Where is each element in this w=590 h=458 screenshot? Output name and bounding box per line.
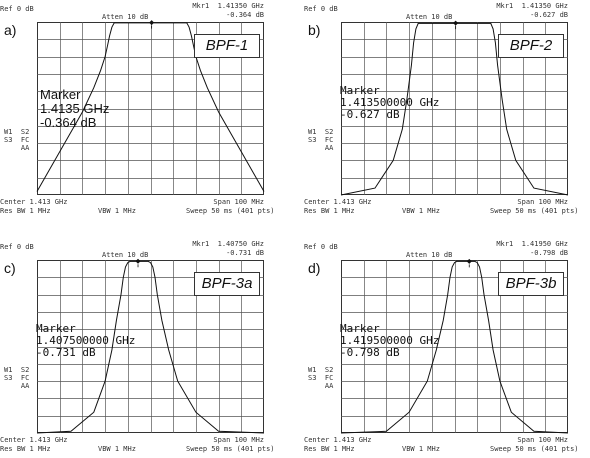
ref-level-label: Ref 0 dB [0,5,34,13]
marker-annotation-line: 1.413500000 GHz [340,96,440,109]
marker-annotation-line: -0.364 dB [40,115,97,130]
marker-annotation-line: Marker [40,87,81,102]
marker-point [453,20,459,26]
sweep-label: Sweep 50 ms (401 pts) [186,207,275,215]
side-annotation: S3 FC [308,136,334,144]
side-annotation: S3 FC [4,136,30,144]
marker-annotation-line: -0.627 dB [340,108,400,121]
filter-name-label: BPF-1 [194,34,260,58]
center-frequency-label: Center 1.413 GHz [0,436,68,444]
span-label: Span 100 MHz [517,436,568,444]
panel-letter: d) [308,260,321,276]
ref-level-label: Ref 0 dB [0,243,34,251]
sweep-label: Sweep 50 ms (401 pts) [186,445,275,453]
side-annotation: W1 S2 [308,128,334,136]
sweep-label: Sweep 50 ms (401 pts) [490,445,579,453]
span-label: Span 100 MHz [213,198,264,206]
filter-response-trace [340,260,569,434]
ref-level-label: Ref 0 dB [304,5,338,13]
marker-value-readout: -0.798 dB [530,249,568,257]
marker-frequency-readout: Mkr1 1.41950 GHz [496,240,568,248]
panel-letter: b) [308,22,321,38]
resolution-bandwidth-label: Res BW 1 MHz [0,445,51,453]
marker-annotation-line: 1.407500000 GHz [36,334,136,347]
center-frequency-label: Center 1.413 GHz [304,198,372,206]
side-annotation: AA [4,144,30,152]
marker-annotation: Marker 1.419500000 GHz -0.798 dB [340,323,439,359]
marker-value-readout: -0.364 dB [226,11,264,19]
panel-letter: c) [4,260,16,276]
filter-name-label: BPF-3a [194,272,260,296]
resolution-bandwidth-label: Res BW 1 MHz [304,445,355,453]
marker-annotation-line: -0.798 dB [340,346,400,359]
side-annotation: S3 FC [308,374,334,382]
side-annotation: AA [308,144,334,152]
resolution-bandwidth-label: Res BW 1 MHz [0,207,51,215]
marker-annotation-line: -0.731 dB [36,346,96,359]
center-frequency-label: Center 1.413 GHz [0,198,68,206]
marker-point [149,20,155,26]
marker-point [135,258,141,264]
side-annotation: W1 S2 [4,128,30,136]
video-bandwidth-label: VBW 1 MHz [402,445,440,453]
marker-value-readout: -0.627 dB [530,11,568,19]
side-annotation: AA [4,382,30,390]
video-bandwidth-label: VBW 1 MHz [402,207,440,215]
video-bandwidth-label: VBW 1 MHz [98,207,136,215]
marker-annotation: Marker 1.4135 GHz -0.364 dB [40,88,109,130]
marker-point [466,258,472,264]
marker-annotation-line: Marker [340,84,380,97]
side-annotation: S3 FC [4,374,30,382]
marker-annotation-line: Marker [340,322,380,335]
attenuation-label: Atten 10 dB [102,13,149,21]
filter-name-label: BPF-2 [498,34,564,58]
side-annotation: W1 S2 [308,366,334,374]
attenuation-label: Atten 10 dB [406,13,453,21]
marker-annotation-line: Marker [36,322,76,335]
side-annotation: AA [308,382,334,390]
attenuation-label: Atten 10 dB [406,251,453,259]
marker-annotation: Marker 1.413500000 GHz -0.627 dB [340,85,439,121]
panel-letter: a) [4,22,17,38]
filter-name-label: BPF-3b [498,272,564,296]
ref-level-label: Ref 0 dB [304,243,338,251]
marker-frequency-readout: Mkr1 1.41350 GHz [496,2,568,10]
marker-annotation-line: 1.4135 GHz [40,101,110,116]
span-label: Span 100 MHz [517,198,568,206]
marker-frequency-readout: Mkr1 1.41350 GHz [192,2,264,10]
marker-value-readout: -0.731 dB [226,249,264,257]
marker-annotation-line: 1.419500000 GHz [340,334,440,347]
marker-annotation: Marker 1.407500000 GHz -0.731 dB [36,323,135,359]
marker-frequency-readout: Mkr1 1.40750 GHz [192,240,264,248]
video-bandwidth-label: VBW 1 MHz [98,445,136,453]
side-annotation: W1 S2 [4,366,30,374]
span-label: Span 100 MHz [213,436,264,444]
center-frequency-label: Center 1.413 GHz [304,436,372,444]
resolution-bandwidth-label: Res BW 1 MHz [304,207,355,215]
sweep-label: Sweep 50 ms (401 pts) [490,207,579,215]
attenuation-label: Atten 10 dB [102,251,149,259]
